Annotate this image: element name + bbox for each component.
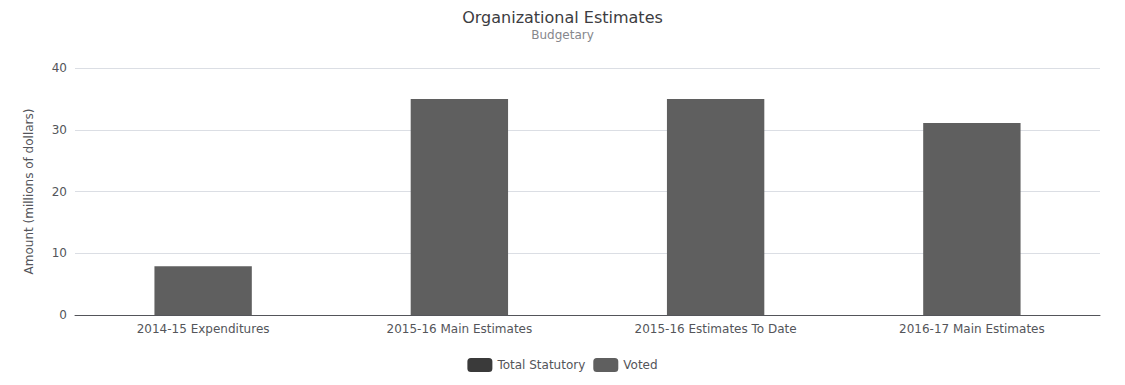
svg-text:20: 20 xyxy=(52,185,67,199)
svg-text:2015-16 Estimates To Date: 2015-16 Estimates To Date xyxy=(635,322,797,336)
svg-text:0: 0 xyxy=(59,308,67,322)
svg-text:Amount (millions of dollars): Amount (millions of dollars) xyxy=(22,109,36,275)
svg-text:40: 40 xyxy=(52,61,67,75)
svg-text:2015-16 Main Estimates: 2015-16 Main Estimates xyxy=(387,322,533,336)
svg-text:2016-17 Main Estimates: 2016-17 Main Estimates xyxy=(899,322,1045,336)
svg-text:10: 10 xyxy=(52,246,67,260)
svg-text:Budgetary: Budgetary xyxy=(531,28,594,42)
svg-text:Organizational Estimates: Organizational Estimates xyxy=(462,8,663,27)
svg-text:Total Statutory: Total Statutory xyxy=(496,358,585,372)
svg-text:30: 30 xyxy=(52,123,67,137)
svg-text:Voted: Voted xyxy=(623,358,657,372)
svg-text:2014-15 Expenditures: 2014-15 Expenditures xyxy=(137,322,270,336)
